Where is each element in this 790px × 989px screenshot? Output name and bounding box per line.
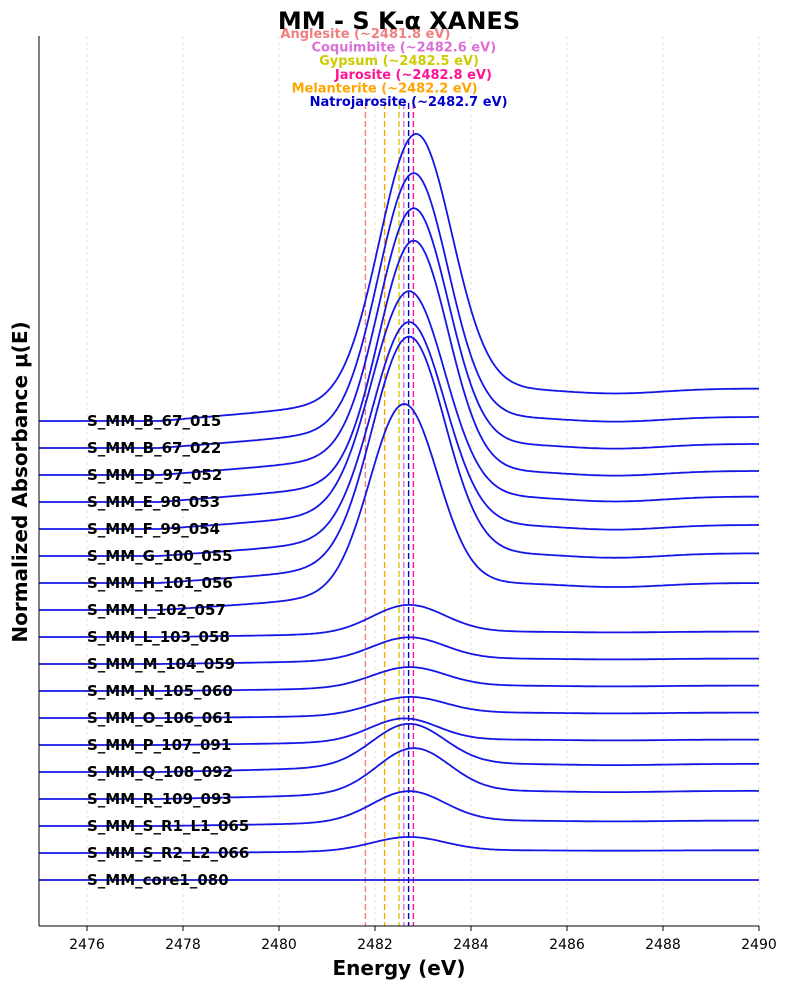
x-tick-label: 2486 [549, 937, 585, 953]
series-line [39, 321, 759, 557]
spectra-series [39, 132, 760, 881]
series-label: S_MM_core1_080 [87, 871, 229, 889]
series-line [39, 403, 760, 611]
x-axis-ticks: 2476 2478 2480 2482 2484 2486 2488 2490 [69, 926, 777, 953]
reference-lines [364, 103, 415, 926]
reference-label: Jarosite (~2482.8 eV) [334, 68, 492, 83]
series-line [39, 747, 759, 800]
series-label: S_MM_D_97_052 [87, 466, 222, 484]
series-line [39, 717, 759, 746]
series-label: S_MM_M_104_059 [87, 655, 235, 673]
series-label: S_MM_B_67_022 [87, 439, 221, 457]
series-line [39, 239, 759, 503]
series-line [39, 696, 759, 719]
series-label: S_MM_F_99_054 [87, 520, 220, 538]
series-line [39, 335, 760, 584]
x-axis-label: Energy (eV) [333, 956, 466, 980]
series-line [39, 290, 759, 530]
x-tick-label: 2476 [69, 937, 105, 953]
x-tick-label: 2480 [261, 937, 297, 953]
reference-label: Coquimbite (~2482.6 eV) [311, 41, 496, 56]
series-line [39, 666, 759, 692]
series-line [39, 132, 759, 422]
series-label: S_MM_Q_108_092 [87, 763, 233, 781]
x-tick-label: 2478 [165, 937, 201, 953]
series-label: S_MM_S_R2_L2_066 [87, 844, 249, 862]
series-label: S_MM_R_109_093 [87, 790, 232, 808]
reference-label: Anglesite (~2481.8 eV) [280, 27, 450, 42]
series-label: S_MM_S_R1_L1_065 [87, 817, 249, 835]
series-label: S_MM_L_103_058 [87, 628, 230, 646]
series-line [39, 836, 759, 854]
series-label: S_MM_H_101_056 [87, 574, 233, 592]
chart-title: MM - S K-α XANES [278, 7, 520, 35]
series-line [39, 604, 759, 638]
series-label: S_MM_I_102_057 [87, 601, 226, 619]
series-label: S_MM_N_105_060 [87, 682, 233, 700]
x-tick-label: 2484 [453, 937, 489, 953]
x-tick-label: 2490 [741, 937, 777, 953]
series-label: S_MM_E_98_053 [87, 493, 220, 511]
series-line [39, 723, 759, 773]
reference-label: Natrojarosite (~2482.7 eV) [310, 95, 508, 110]
reference-label: Gypsum (~2482.5 eV) [319, 54, 479, 69]
series-line [39, 172, 759, 449]
series-label: S_MM_O_106_061 [87, 709, 233, 727]
x-tick-label: 2488 [645, 937, 681, 953]
sample-labels: S_MM_B_67_015 S_MM_B_67_022 S_MM_D_97_052 S… [87, 412, 249, 889]
series-line [39, 790, 759, 827]
series-label: S_MM_B_67_015 [87, 412, 221, 430]
series-label: S_MM_G_100_055 [87, 547, 233, 565]
reference-label: Melanterite (~2482.2 eV) [292, 81, 478, 96]
x-tick-label: 2482 [357, 937, 393, 953]
reference-labels: Anglesite (~2481.8 eV)Coquimbite (~2482.… [280, 27, 507, 110]
series-line [39, 636, 759, 665]
series-label: S_MM_P_107_091 [87, 736, 231, 754]
series-line [39, 207, 759, 476]
y-axis-label: Normalized Absorbance μ(E) [8, 321, 32, 642]
